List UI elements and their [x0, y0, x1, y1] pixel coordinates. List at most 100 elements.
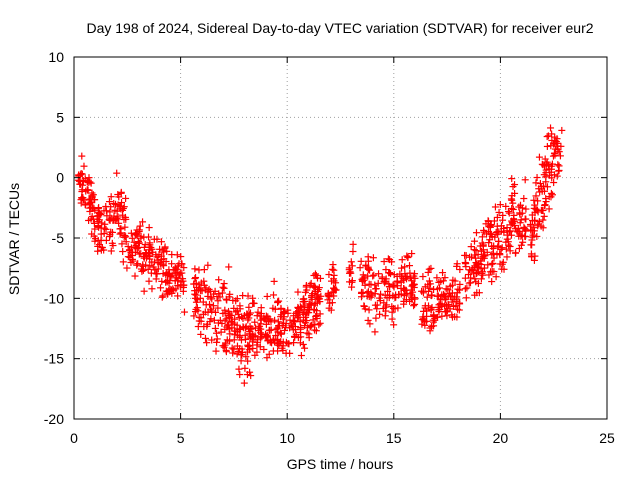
data-point: [531, 252, 539, 260]
data-point: [543, 183, 551, 191]
data-point: [117, 229, 125, 237]
data-point: [220, 284, 228, 292]
data-point: [296, 318, 304, 326]
data-point: [95, 216, 103, 224]
data-point: [290, 339, 298, 347]
data-point: [556, 152, 564, 160]
data-point: [400, 300, 408, 308]
data-point: [492, 273, 500, 281]
data-point: [493, 213, 501, 221]
data-point: [543, 133, 551, 141]
data-points: [74, 124, 566, 387]
data-point: [236, 333, 244, 341]
data-point: [177, 260, 185, 268]
data-point: [165, 266, 173, 274]
data-point: [213, 293, 221, 301]
y-tick-label: -15: [44, 351, 64, 367]
data-point: [316, 319, 324, 327]
data-point: [260, 345, 268, 353]
plot-border: [73, 56, 608, 420]
data-point: [237, 357, 245, 365]
data-point: [115, 193, 123, 201]
data-point: [543, 142, 551, 150]
data-point: [212, 329, 220, 337]
y-tick-label: 10: [48, 49, 64, 65]
data-point: [426, 280, 434, 288]
axis-ticks: 0 5 10 15 20 25 -20 -15 -10 -5 0 5 10: [44, 49, 615, 446]
data-point: [293, 308, 301, 316]
data-point: [278, 322, 286, 330]
data-point: [426, 284, 434, 292]
data-point: [136, 222, 144, 230]
data-point: [109, 242, 117, 250]
data-point: [195, 286, 203, 294]
data-point: [474, 264, 482, 272]
data-point: [382, 266, 390, 274]
data-point: [154, 265, 162, 273]
data-point: [502, 202, 510, 210]
data-point: [332, 286, 340, 294]
data-point: [453, 260, 461, 268]
data-point: [439, 277, 447, 285]
data-point: [244, 348, 252, 356]
data-point: [313, 314, 321, 322]
data-point: [488, 260, 496, 268]
data-point: [163, 247, 171, 255]
data-point: [287, 321, 295, 329]
data-point: [532, 192, 540, 200]
data-point: [270, 291, 278, 299]
data-point: [146, 255, 154, 263]
data-point: [97, 230, 105, 238]
data-point: [190, 312, 198, 320]
data-point: [225, 307, 233, 315]
data-point: [462, 294, 470, 302]
data-point: [516, 227, 524, 235]
data-point: [439, 269, 447, 277]
y-tick-label: 0: [56, 170, 64, 186]
data-point: [499, 258, 507, 266]
data-point: [128, 234, 136, 242]
data-point: [88, 191, 96, 199]
data-point: [207, 293, 215, 301]
data-point: [538, 207, 546, 215]
data-point: [174, 292, 182, 300]
data-point: [366, 320, 374, 328]
data-point: [508, 217, 516, 225]
data-point: [144, 265, 152, 273]
data-point: [419, 273, 427, 281]
data-point: [517, 241, 525, 249]
data-point: [376, 310, 384, 318]
data-point: [461, 259, 469, 267]
data-point: [307, 301, 315, 309]
y-tick-label: -5: [52, 230, 65, 246]
data-point: [400, 284, 408, 292]
data-point: [204, 292, 212, 300]
data-point: [433, 285, 441, 293]
data-point: [192, 291, 200, 299]
data-point: [257, 316, 265, 324]
data-point: [122, 238, 130, 246]
data-point: [508, 204, 516, 212]
data-point: [542, 195, 550, 203]
data-point: [239, 292, 247, 300]
data-point: [308, 293, 316, 301]
data-point: [471, 291, 479, 299]
data-point: [262, 312, 270, 320]
data-point: [528, 253, 536, 261]
data-point: [484, 217, 492, 225]
data-point: [308, 290, 316, 298]
data-point: [491, 203, 499, 211]
data-point: [202, 301, 210, 309]
data-point: [249, 344, 257, 352]
data-point: [474, 250, 482, 258]
data-point: [244, 316, 252, 324]
data-point: [227, 317, 235, 325]
data-point: [85, 216, 93, 224]
data-point: [145, 277, 153, 285]
data-point: [217, 328, 225, 336]
data-point: [296, 309, 304, 317]
data-point: [79, 177, 87, 185]
data-point: [435, 301, 443, 309]
data-point: [370, 271, 378, 279]
data-point: [112, 200, 120, 208]
